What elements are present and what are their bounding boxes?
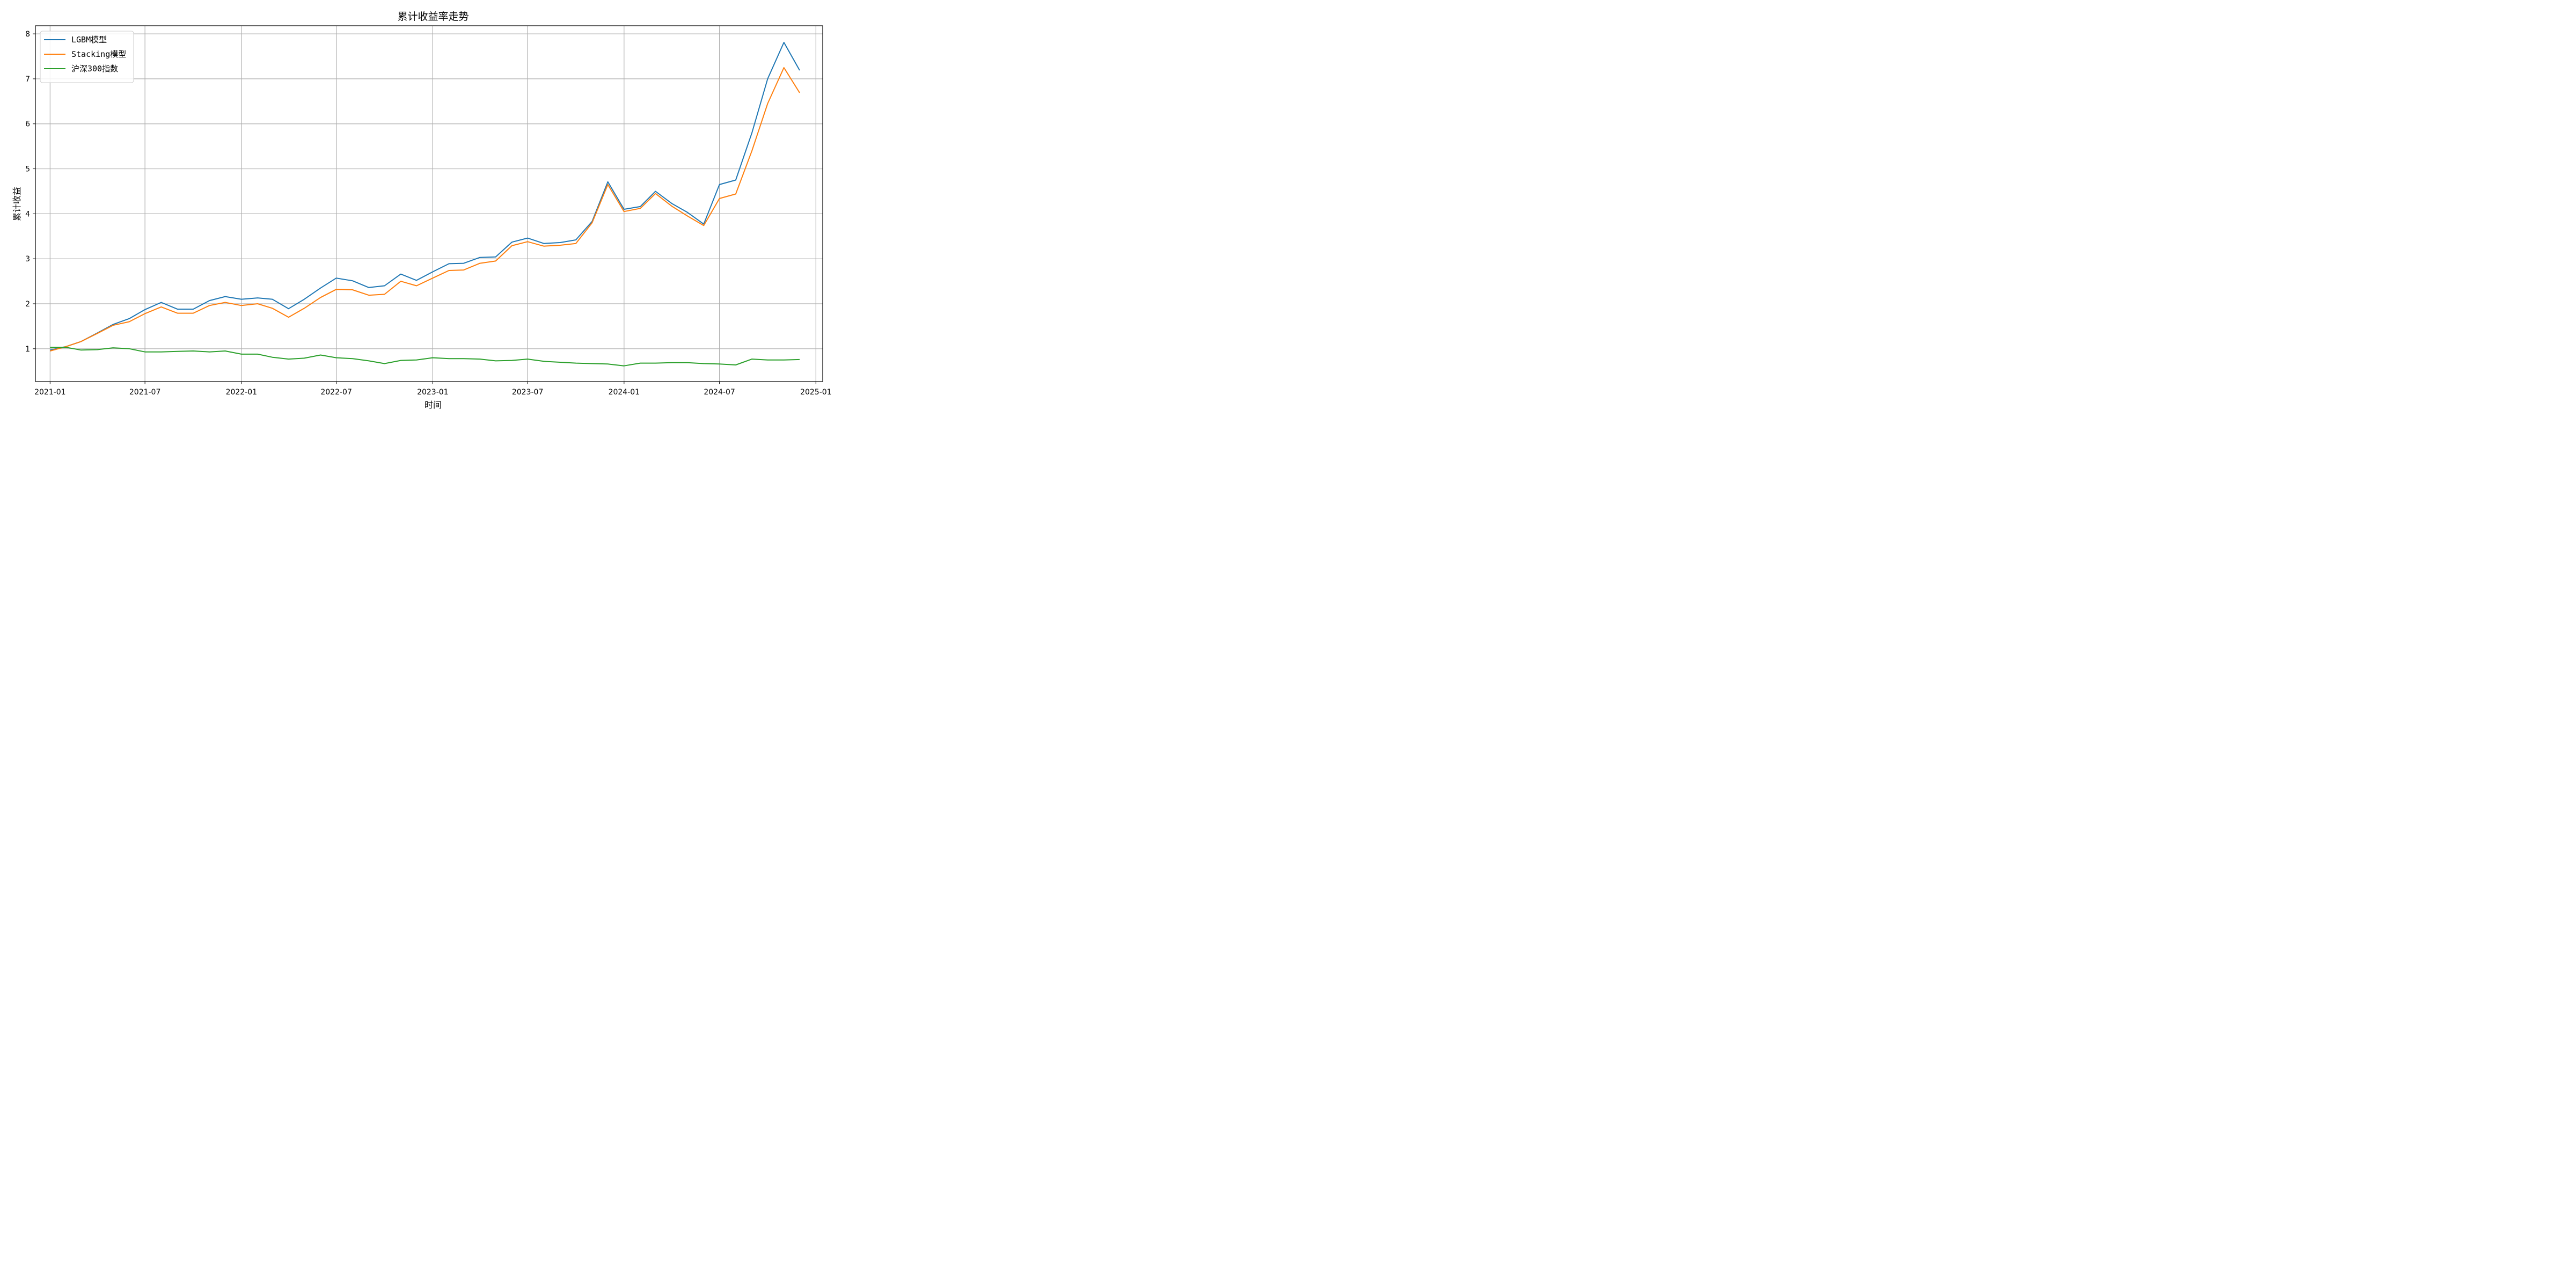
grid: [35, 26, 823, 382]
x-tick-label: 2021-01: [34, 388, 66, 397]
series-line: [50, 42, 800, 351]
x-tick-label: 2024-07: [704, 388, 735, 397]
x-tick-label: 2023-07: [512, 388, 544, 397]
y-tick-label: 8: [25, 30, 30, 39]
series-group: [50, 42, 800, 367]
y-tick-label: 2: [25, 300, 30, 309]
x-tick-label: 2023-01: [417, 388, 449, 397]
y-tick-label: 3: [25, 255, 30, 264]
legend-label: 沪深300指数: [71, 64, 118, 74]
x-tick-label: 2022-01: [226, 388, 258, 397]
y-axis-title: 累计收益: [12, 187, 22, 221]
chart: 累计收益率走势 2021-01 2021-07 2022-01 2022-07 2023…: [0, 0, 841, 421]
y-tick-label: 7: [25, 75, 30, 84]
series-line: [50, 67, 800, 352]
y-axis: 1 2 3 4 5 6 7 8: [25, 30, 35, 354]
x-tick-label: 2024-01: [609, 388, 640, 397]
legend-box: [40, 31, 134, 83]
chart-title: 累计收益率走势: [397, 11, 469, 23]
y-tick-label: 6: [25, 120, 30, 129]
legend-label: Stacking模型: [71, 49, 126, 59]
series-line: [50, 347, 800, 367]
x-tick-label: 2022-07: [320, 388, 352, 397]
y-tick-label: 4: [25, 210, 30, 218]
x-tick-label: 2025-01: [800, 388, 832, 397]
legend-label: LGBM模型: [71, 35, 107, 45]
x-axis-title: 时间: [425, 400, 442, 410]
x-tick-label: 2021-07: [129, 388, 161, 397]
y-tick-label: 5: [25, 165, 30, 174]
plot-frame: [35, 25, 823, 382]
y-tick-label: 1: [25, 345, 30, 354]
x-axis: 2021-01 2021-07 2022-01 2022-07 2023-01 2023-…: [34, 382, 832, 397]
